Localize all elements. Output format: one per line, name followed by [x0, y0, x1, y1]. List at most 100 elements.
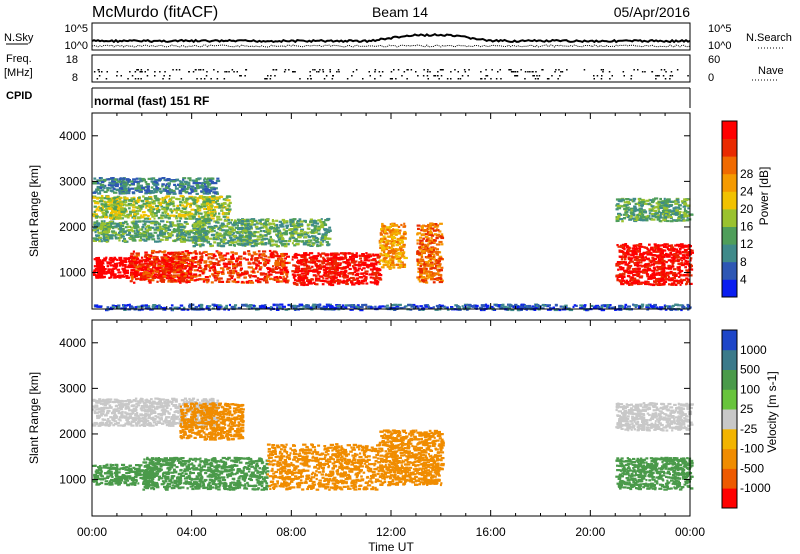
echo-cell — [403, 225, 407, 228]
echo-cell — [334, 253, 338, 257]
echo-cell — [130, 187, 135, 190]
echo-cell — [121, 184, 124, 188]
echo-cell — [181, 229, 185, 232]
echo-cell — [380, 237, 385, 240]
freq-marker — [226, 71, 228, 73]
echo-cell — [204, 187, 209, 190]
echo-cell — [93, 200, 96, 203]
echo-cell — [166, 268, 171, 271]
echo-cell — [293, 230, 298, 233]
echo-cell — [246, 222, 251, 225]
echo-cell — [236, 273, 241, 276]
echo-cell — [170, 211, 173, 214]
echo-cell — [200, 212, 203, 215]
echo-cell — [121, 192, 126, 195]
echo-cell — [249, 226, 253, 229]
echo-cell — [333, 281, 336, 284]
echo-cell — [189, 278, 194, 281]
echo-cell — [196, 269, 199, 272]
echo-cell — [398, 253, 402, 256]
freq-marker — [548, 78, 550, 80]
echo-cell — [207, 253, 210, 256]
echo-cell — [119, 258, 123, 261]
echo-cell — [369, 268, 375, 271]
echo-cell — [302, 274, 307, 277]
echo-cell — [267, 271, 271, 274]
echo-cell — [202, 280, 206, 283]
echo-cell — [153, 269, 156, 272]
echo-cell — [214, 192, 218, 195]
echo-cell — [185, 275, 189, 278]
echo-cell — [251, 219, 255, 222]
freq-marker — [236, 71, 238, 73]
echo-cell — [161, 273, 166, 276]
echo-cell — [156, 237, 160, 240]
echo-cell — [272, 227, 276, 230]
echo-cell — [284, 233, 288, 236]
echo-cell — [311, 224, 314, 227]
echo-cell — [165, 214, 169, 217]
echo-cell — [124, 197, 129, 200]
echo-cell — [427, 244, 430, 247]
echo-cell — [232, 224, 236, 227]
echo-cell — [295, 226, 299, 229]
echo-cell — [103, 257, 107, 260]
echo-cell — [625, 244, 629, 248]
echo-cell — [293, 282, 298, 286]
echo-cell — [145, 266, 148, 269]
freq-marker — [644, 71, 646, 73]
freq-marker — [374, 78, 376, 80]
echo-cell — [284, 253, 287, 256]
echo-cell — [377, 269, 382, 272]
freq-marker — [439, 69, 442, 71]
echo-cell — [250, 254, 254, 257]
echo-cell — [427, 240, 431, 243]
echo-cell — [124, 260, 128, 263]
echo-cell — [214, 279, 218, 282]
echo-cell — [129, 210, 132, 213]
echo-cell — [152, 264, 157, 267]
echo-cell — [127, 214, 132, 217]
echo-cell — [305, 283, 309, 286]
echo-cell — [641, 259, 646, 262]
echo-cell — [145, 206, 148, 209]
echo-cell — [304, 267, 309, 270]
echo-cell — [328, 226, 332, 229]
echo-cell — [440, 277, 443, 280]
echo-cell — [679, 248, 682, 251]
echo-cell — [397, 259, 401, 262]
echo-cell — [432, 253, 436, 256]
echo-cell — [128, 213, 132, 216]
freq-marker — [245, 69, 247, 71]
echo-cell — [117, 271, 122, 274]
echo-cell — [139, 188, 143, 191]
echo-cell — [622, 252, 627, 255]
echo-cell — [429, 263, 432, 266]
echo-cell — [439, 274, 443, 277]
echo-cell — [625, 279, 629, 282]
echo-cell — [429, 261, 434, 264]
echo-cell — [110, 270, 114, 273]
echo-cell — [145, 200, 149, 203]
echo-cell — [192, 199, 197, 202]
echo-cell — [144, 253, 149, 256]
echo-cell — [134, 189, 139, 192]
echo-cell — [341, 252, 346, 255]
echo-cell — [309, 244, 314, 247]
echo-cell — [298, 270, 303, 273]
echo-cell — [384, 260, 389, 263]
echo-cell — [168, 276, 172, 280]
echo-cell — [384, 232, 389, 235]
echo-cell — [161, 261, 164, 264]
echo-cell — [142, 214, 148, 217]
echo-cell — [323, 223, 328, 226]
freq-marker — [671, 75, 674, 77]
freq-marker — [480, 71, 482, 73]
echo-cell — [625, 246, 630, 249]
echo-cell — [117, 214, 121, 217]
echo-cell — [258, 278, 264, 281]
echo-cell — [293, 255, 297, 258]
echo-cell — [200, 239, 205, 242]
echo-cell — [250, 258, 253, 261]
echo-cell — [222, 257, 226, 260]
